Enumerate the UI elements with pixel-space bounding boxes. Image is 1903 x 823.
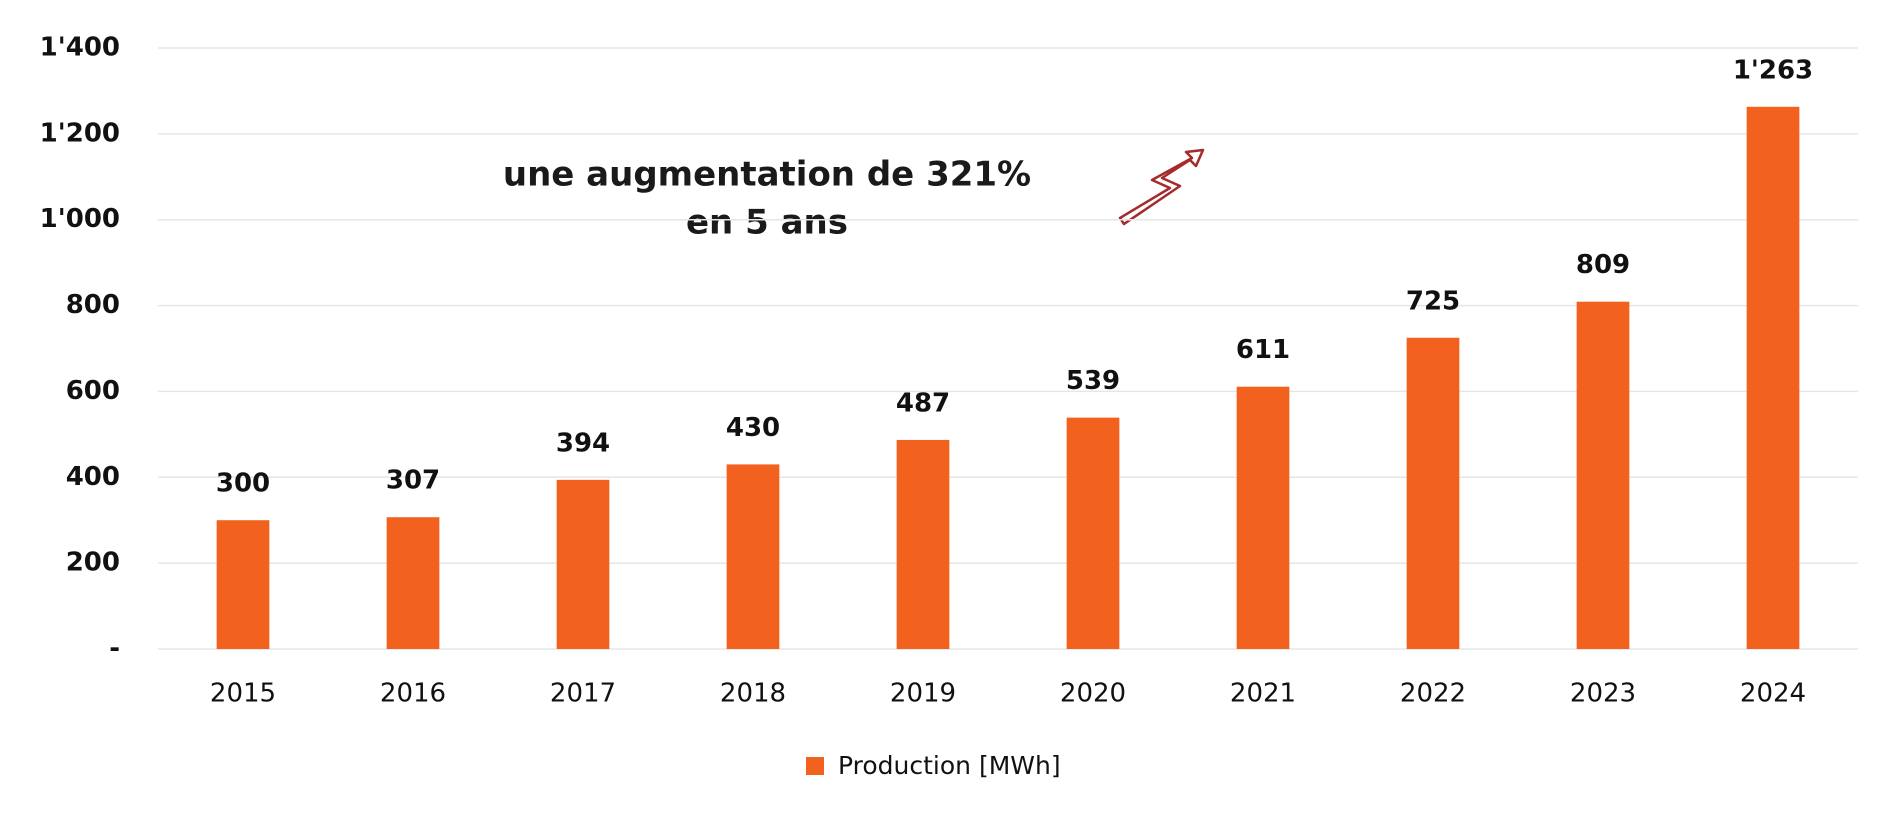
data-label: 394 bbox=[556, 428, 610, 458]
annotation: en 5 ans bbox=[686, 203, 848, 243]
x-tick-label: 2016 bbox=[380, 679, 446, 709]
data-label: 539 bbox=[1066, 366, 1120, 396]
bar bbox=[1746, 106, 1800, 650]
bar bbox=[1406, 337, 1460, 649]
legend-label: Production [MWh] bbox=[838, 751, 1061, 780]
y-tick-label: 800 bbox=[66, 290, 120, 320]
legend-swatch bbox=[806, 757, 824, 775]
data-label: 809 bbox=[1576, 250, 1630, 280]
bar bbox=[216, 520, 270, 649]
x-tick-label: 2020 bbox=[1060, 679, 1126, 709]
x-tick-label: 2023 bbox=[1570, 679, 1636, 709]
bar bbox=[556, 479, 610, 649]
bar bbox=[896, 439, 950, 649]
data-label: 300 bbox=[216, 469, 270, 499]
arrow-icon bbox=[1118, 148, 1205, 226]
y-tick-label: 1'200 bbox=[40, 118, 120, 148]
data-label: 487 bbox=[896, 388, 950, 418]
data-label: 430 bbox=[726, 413, 780, 443]
bar bbox=[1236, 386, 1290, 649]
x-tick-label: 2024 bbox=[1740, 679, 1806, 709]
y-tick-label: 400 bbox=[66, 462, 120, 492]
x-tick-label: 2022 bbox=[1400, 679, 1466, 709]
x-tick-label: 2017 bbox=[550, 679, 616, 709]
data-label: 725 bbox=[1406, 286, 1460, 316]
x-tick-label: 2021 bbox=[1230, 679, 1296, 709]
bar bbox=[1066, 417, 1120, 649]
bar bbox=[386, 517, 440, 649]
x-tick-label: 2019 bbox=[890, 679, 956, 709]
bar bbox=[726, 464, 780, 649]
data-label: 1'263 bbox=[1733, 55, 1813, 85]
bar bbox=[1576, 301, 1630, 649]
y-tick-label: - bbox=[109, 634, 120, 664]
data-label: 307 bbox=[386, 466, 440, 496]
y-tick-label: 1'000 bbox=[40, 204, 120, 234]
y-tick-label: 600 bbox=[66, 376, 120, 406]
annotation: une augmentation de 321% bbox=[503, 155, 1031, 195]
y-tick-label: 200 bbox=[66, 548, 120, 578]
y-tick-label: 1'400 bbox=[40, 33, 120, 63]
data-label: 611 bbox=[1236, 335, 1290, 365]
x-tick-label: 2015 bbox=[210, 679, 276, 709]
x-tick-label: 2018 bbox=[720, 679, 786, 709]
